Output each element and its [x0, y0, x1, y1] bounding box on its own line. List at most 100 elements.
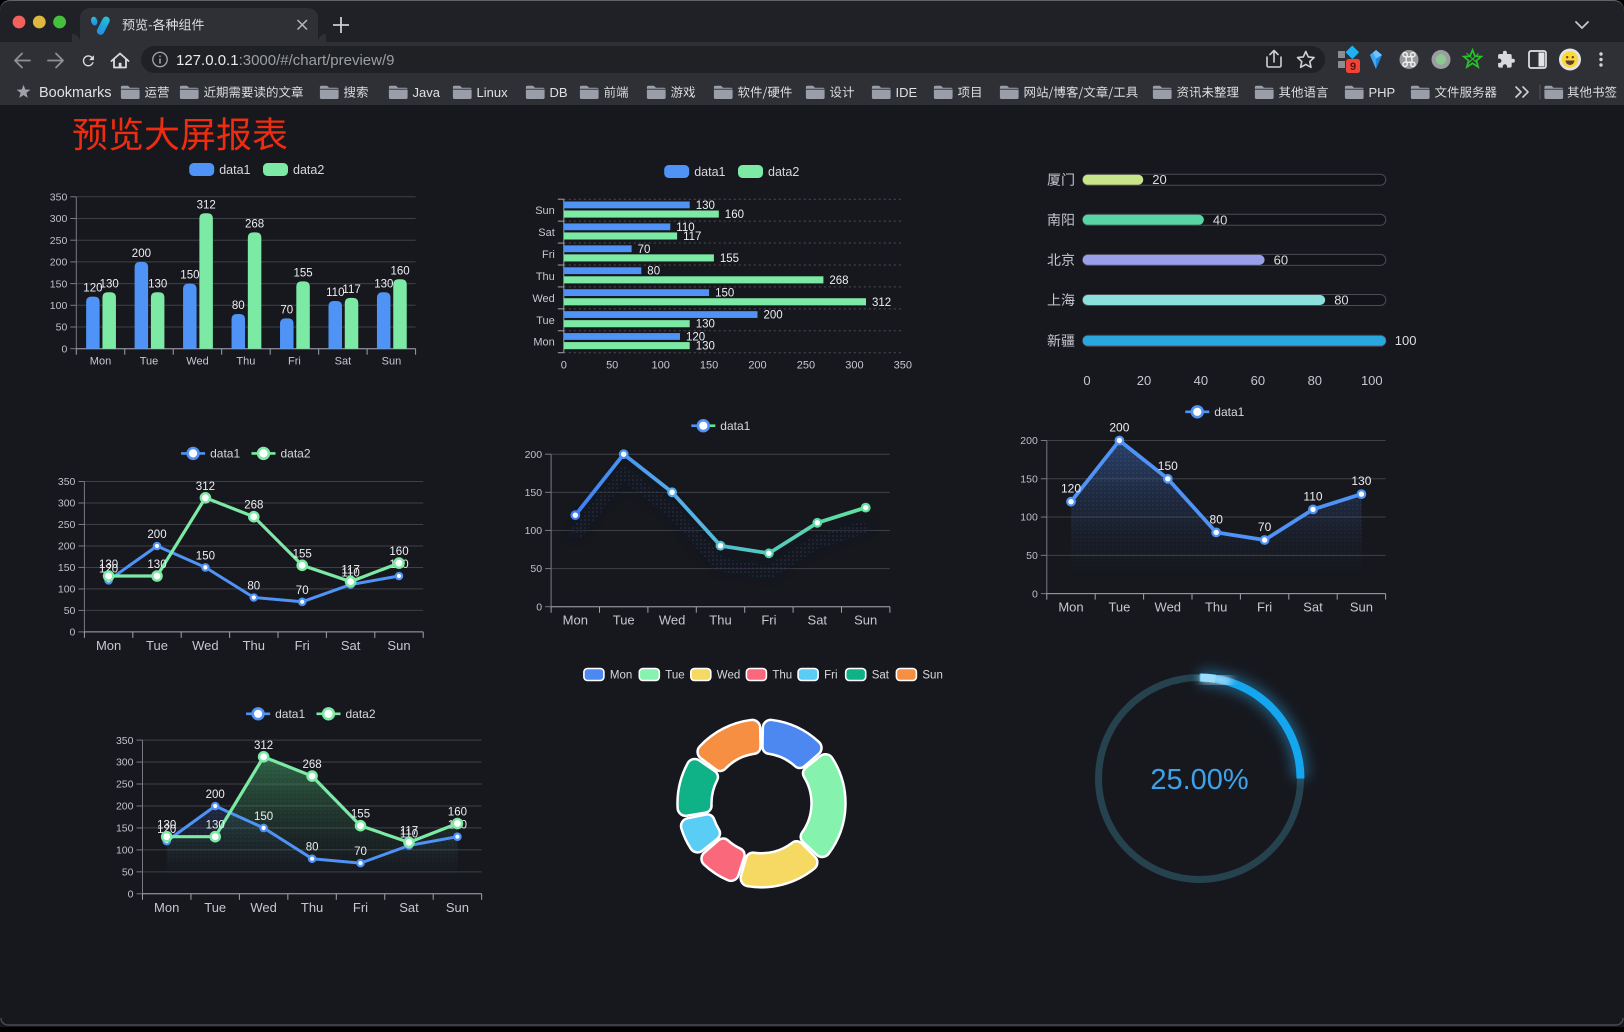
svg-text:0: 0 — [70, 627, 76, 639]
svg-text:200: 200 — [748, 360, 766, 372]
svg-text:150: 150 — [1020, 474, 1038, 486]
svg-text:50: 50 — [122, 867, 134, 879]
svg-text:130: 130 — [99, 559, 118, 571]
svg-text:130: 130 — [147, 559, 166, 571]
svg-text:350: 350 — [894, 360, 912, 372]
svg-text:100: 100 — [58, 584, 76, 596]
svg-text:Mon: Mon — [1058, 600, 1083, 615]
svg-text:200: 200 — [525, 449, 543, 461]
svg-text:155: 155 — [720, 253, 739, 265]
svg-text:50: 50 — [56, 322, 68, 334]
svg-text:50: 50 — [530, 563, 542, 575]
svg-text:0: 0 — [128, 889, 134, 901]
svg-text:200: 200 — [50, 257, 68, 269]
svg-text:130: 130 — [374, 278, 393, 290]
svg-text:Wed: Wed — [250, 900, 277, 915]
svg-text:Sun: Sun — [382, 356, 402, 368]
svg-text:110: 110 — [676, 222, 694, 234]
svg-text:Wed: Wed — [186, 356, 208, 368]
svg-text:100: 100 — [50, 300, 68, 312]
svg-text:117: 117 — [342, 284, 360, 296]
svg-text:312: 312 — [197, 199, 216, 211]
svg-text:Tue: Tue — [140, 356, 159, 368]
svg-text:50: 50 — [1026, 550, 1038, 562]
svg-text:Mon: Mon — [90, 356, 111, 368]
svg-text:155: 155 — [294, 267, 313, 279]
svg-text:100: 100 — [525, 525, 543, 537]
svg-text:155: 155 — [293, 548, 312, 560]
svg-text:data1: data1 — [1214, 405, 1244, 419]
svg-text:117: 117 — [400, 825, 418, 837]
svg-text:data1: data1 — [720, 419, 750, 433]
svg-text:Thu: Thu — [301, 900, 323, 915]
svg-text:Fri: Fri — [353, 900, 368, 915]
svg-text:100: 100 — [1020, 512, 1038, 524]
svg-text:120: 120 — [83, 283, 102, 295]
svg-text:Sun: Sun — [922, 670, 942, 682]
svg-text:Fri: Fri — [1257, 600, 1272, 615]
svg-text:Fri: Fri — [824, 670, 837, 682]
svg-text:130: 130 — [696, 341, 715, 353]
svg-text:80: 80 — [306, 842, 319, 854]
svg-text:Sun: Sun — [854, 613, 877, 628]
svg-text:160: 160 — [391, 265, 410, 277]
svg-text:200: 200 — [764, 310, 783, 322]
svg-text:Mon: Mon — [154, 900, 179, 915]
svg-text:data1: data1 — [694, 165, 725, 179]
svg-text:Sat: Sat — [335, 356, 352, 368]
svg-text:80: 80 — [1308, 373, 1322, 388]
svg-text:100: 100 — [652, 360, 670, 372]
svg-text:Sun: Sun — [1350, 600, 1373, 615]
svg-text:120: 120 — [686, 332, 705, 344]
svg-text:Thu: Thu — [236, 356, 255, 368]
svg-text:130: 130 — [696, 319, 715, 331]
svg-text:110: 110 — [326, 287, 344, 299]
svg-text:Fri: Fri — [295, 638, 310, 653]
svg-text:300: 300 — [845, 360, 863, 372]
svg-text:data1: data1 — [275, 707, 305, 721]
svg-text:Sat: Sat — [808, 613, 828, 628]
svg-text:Sat: Sat — [872, 670, 890, 682]
svg-text:250: 250 — [50, 235, 68, 247]
svg-text:130: 130 — [206, 820, 225, 832]
svg-text:0: 0 — [1032, 588, 1038, 600]
svg-text:155: 155 — [351, 809, 370, 821]
svg-text:Wed: Wed — [659, 613, 686, 628]
svg-text:Fri: Fri — [761, 613, 776, 628]
svg-text:Thu: Thu — [1205, 600, 1227, 615]
svg-text:250: 250 — [58, 519, 76, 531]
svg-text:130: 130 — [100, 278, 119, 290]
svg-text:350: 350 — [50, 192, 68, 204]
svg-text:350: 350 — [116, 735, 134, 747]
svg-text:160: 160 — [725, 209, 744, 221]
svg-text:Tue: Tue — [613, 613, 635, 628]
svg-text:200: 200 — [147, 529, 166, 541]
svg-text:Sun: Sun — [535, 205, 555, 217]
svg-text:300: 300 — [116, 757, 134, 769]
svg-text:150: 150 — [700, 360, 718, 372]
svg-text:20: 20 — [1152, 172, 1166, 187]
svg-text:200: 200 — [116, 801, 134, 813]
svg-text:120: 120 — [99, 563, 118, 575]
svg-text:0: 0 — [536, 601, 542, 613]
svg-text:100: 100 — [1395, 333, 1417, 348]
svg-text:Wed: Wed — [532, 293, 554, 305]
svg-text:60: 60 — [1274, 252, 1288, 267]
svg-text:data2: data2 — [281, 447, 311, 461]
svg-text:0: 0 — [61, 343, 67, 355]
svg-text:160: 160 — [448, 807, 467, 819]
svg-text:160: 160 — [389, 546, 408, 558]
svg-text:250: 250 — [116, 779, 134, 791]
svg-text:20: 20 — [1137, 373, 1151, 388]
svg-text:Mon: Mon — [610, 670, 632, 682]
svg-text:Linux: Linux — [477, 85, 509, 100]
svg-text:127.0.0.1:3000/#/chart/preview: 127.0.0.1:3000/#/chart/preview/9 — [176, 52, 395, 69]
svg-text:Tue: Tue — [1108, 600, 1130, 615]
svg-text:117: 117 — [341, 565, 359, 577]
svg-text:150: 150 — [50, 278, 68, 290]
svg-text:Wed: Wed — [717, 670, 740, 682]
svg-text:Mon: Mon — [533, 337, 554, 349]
svg-text:Sat: Sat — [538, 227, 555, 239]
svg-text:Bookmarks: Bookmarks — [39, 85, 112, 101]
svg-text:data1: data1 — [210, 447, 240, 461]
